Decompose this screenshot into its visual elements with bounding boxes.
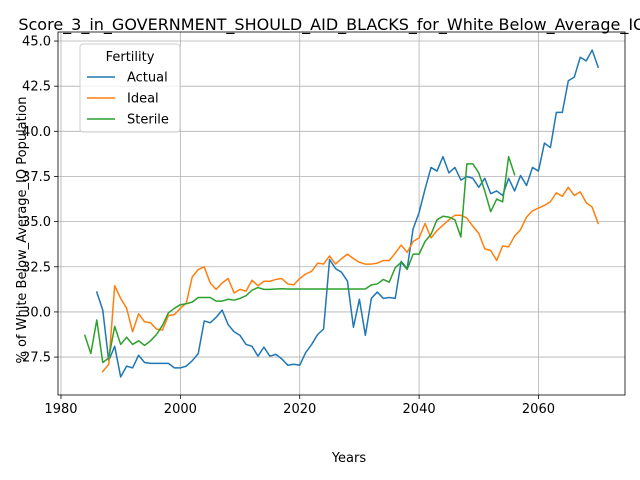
legend-label-ideal: Ideal [127, 92, 159, 107]
x-tick-label: 2060 [522, 402, 555, 417]
y-tick-label: 45.0 [22, 35, 51, 50]
y-axis-label: % of White Below_Average_IQ Population [15, 96, 30, 363]
x-axis-label: Years [331, 451, 367, 466]
series-line-sterile [83, 155, 516, 364]
y-tick-label: 30.0 [22, 305, 51, 320]
legend-entries: Actual Ideal Sterile [87, 71, 169, 128]
plot-frame [57, 31, 626, 396]
y-tick-label: 27.5 [22, 351, 51, 366]
legend-label-sterile: Sterile [127, 113, 169, 128]
y-tick-label: 37.5 [22, 170, 51, 185]
series-layer [83, 49, 600, 378]
series-line-ideal [101, 186, 600, 373]
series-line-actual [95, 49, 600, 378]
y-tick-label: 32.5 [22, 260, 51, 275]
y-tick-label: 40.0 [22, 125, 51, 140]
tick-layer: 1980 2000 2020 2040 2060 27.5 30.0 32.5 35.0 37.5… [22, 35, 555, 417]
legend-box [79, 43, 181, 133]
x-tick-label: 2020 [283, 402, 316, 417]
y-tick-label: 35.0 [22, 215, 51, 230]
chart-title: Score_3_in_GOVERNMENT_SHOULD_AID_BLACKS_… [18, 15, 640, 35]
legend: Fertility Actual Ideal Sterile [79, 43, 181, 133]
x-tick-label: 2040 [403, 402, 436, 417]
x-tick-label: 2000 [164, 402, 197, 417]
x-tick-label: 1980 [44, 402, 77, 417]
legend-title: Fertility [106, 50, 155, 65]
legend-label-actual: Actual [127, 71, 168, 86]
y-tick-label: 42.5 [22, 80, 51, 95]
